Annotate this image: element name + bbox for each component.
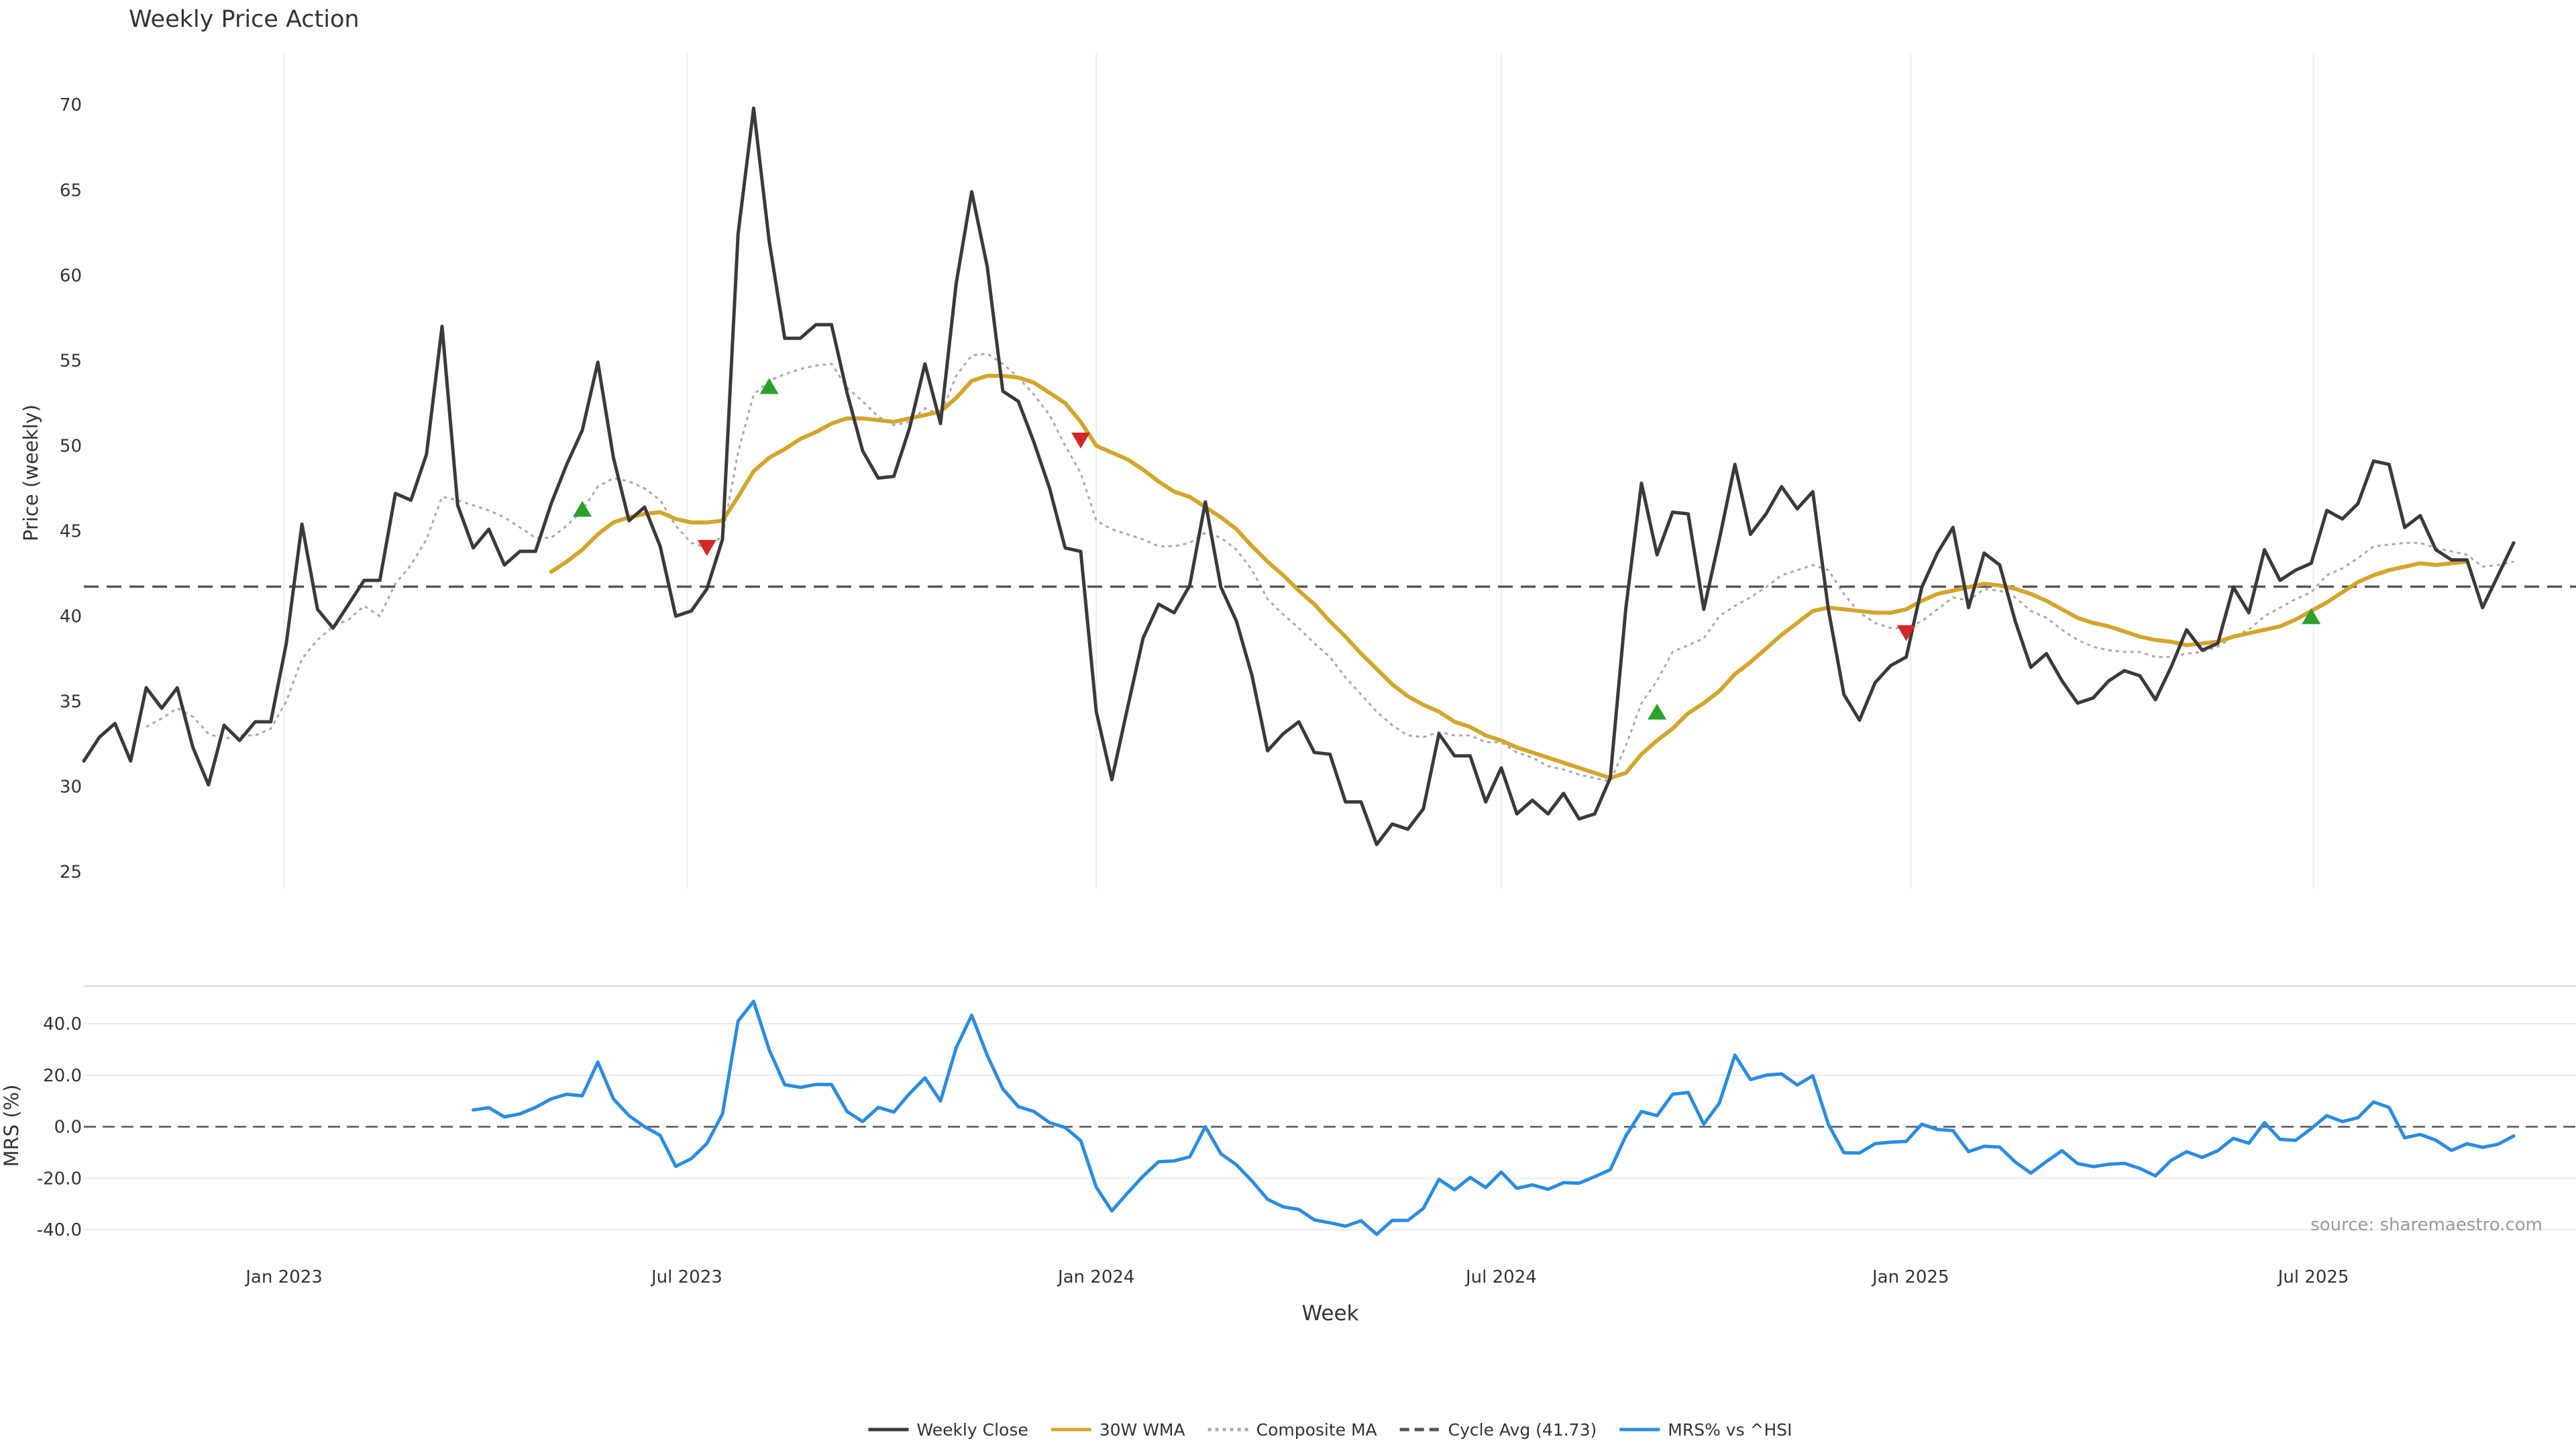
x-tick-label: Jul 2023 <box>650 1267 722 1287</box>
x-tick-label: Jan 2023 <box>244 1267 323 1287</box>
chart-title: Weekly Price Action <box>129 6 360 33</box>
mrs-y-tick-label: 40.0 <box>43 1014 82 1034</box>
mrs-line <box>472 1000 2516 1236</box>
legend-label: 30W WMA <box>1099 1420 1185 1440</box>
price-y-tick-label: 50 <box>60 436 82 456</box>
price-y-tick-label: 25 <box>60 863 82 883</box>
mrs-y-ticks: -40.0 -20.0 0.0 20.0 40.0 <box>37 1014 82 1240</box>
signal-markers <box>573 378 2321 720</box>
x-axis-ticks: Jan 2023 Jul 2023 Jan 2024 Jul 2024 Jan 2025… <box>244 1267 2349 1287</box>
legend-label: Cycle Avg (41.73) <box>1448 1420 1597 1440</box>
price-y-axis-label: Price (weekly) <box>19 405 42 541</box>
composite-ma-line <box>146 352 2514 783</box>
buy-signal-marker <box>2302 608 2321 625</box>
legend-label: MRS% vs ^HSI <box>1668 1420 1792 1440</box>
price-y-tick-label: 70 <box>60 95 82 115</box>
price-grid <box>283 54 2314 889</box>
mrs-series <box>84 1000 2576 1236</box>
price-y-tick-label: 65 <box>60 180 82 201</box>
sell-signal-marker <box>697 539 716 556</box>
price-y-tick-label: 40 <box>60 606 82 627</box>
buy-signal-marker <box>573 500 592 517</box>
mrs-y-tick-label: -20.0 <box>37 1169 82 1189</box>
x-tick-label: Jul 2025 <box>2277 1267 2349 1287</box>
price-y-tick-label: 45 <box>60 521 82 541</box>
weekly-close-line <box>82 106 2516 847</box>
source-annotation: source: sharemaestro.com <box>2310 1215 2542 1235</box>
price-y-tick-label: 60 <box>60 266 82 286</box>
price-y-tick-label: 30 <box>60 777 82 798</box>
legend-label: Composite MA <box>1256 1420 1377 1440</box>
x-tick-label: Jul 2024 <box>1464 1267 1537 1287</box>
price-series <box>82 106 2576 847</box>
buy-signal-marker <box>1648 703 1667 720</box>
price-y-tick-label: 55 <box>60 351 82 371</box>
price-y-ticks: 25 30 35 40 45 50 55 60 65 70 <box>60 95 82 882</box>
mrs-y-axis-label: MRS (%) <box>0 1085 23 1167</box>
mrs-y-tick-label: 20.0 <box>43 1066 82 1086</box>
legend: Weekly Close 30W WMA Composite MA Cycle Avg… <box>868 1420 1792 1440</box>
sell-signal-marker <box>1071 432 1090 449</box>
x-tick-label: Jan 2024 <box>1057 1267 1135 1287</box>
price-y-tick-label: 35 <box>60 692 82 712</box>
mrs-y-tick-label: -40.0 <box>37 1220 82 1240</box>
buy-signal-marker <box>759 378 779 394</box>
mrs-y-tick-label: 0.0 <box>54 1118 82 1138</box>
x-tick-label: Jan 2025 <box>1871 1267 1949 1287</box>
sell-signal-marker <box>1896 625 1916 641</box>
wma-line <box>549 374 2469 780</box>
x-axis-label: Week <box>1302 1301 1359 1326</box>
legend-label: Weekly Close <box>916 1420 1028 1440</box>
mrs-grid <box>84 1023 2576 1231</box>
